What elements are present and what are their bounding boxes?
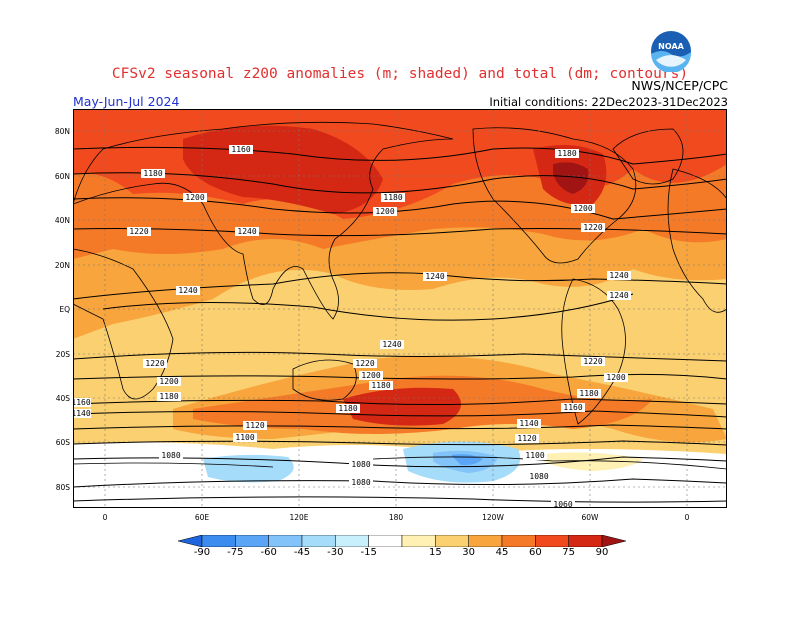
colorbar-tick-label: 75: [562, 547, 576, 558]
colorbar-segment: [335, 535, 369, 547]
lat-label: 40S: [55, 394, 70, 403]
lon-label: 120W: [482, 513, 504, 522]
contour-label: 1240: [425, 272, 444, 281]
colorbar-segment: [568, 535, 603, 547]
contour-label: 1200: [606, 373, 625, 382]
chart-title: CFSv2 seasonal z200 anomalies (m; shaded…: [111, 66, 689, 82]
lat-label: EQ: [59, 305, 70, 314]
contour-label: 1060: [553, 500, 572, 508]
colorbar-segment: [301, 535, 336, 547]
svg-text:NOAA: NOAA: [658, 42, 684, 51]
shade-maroon-canada: [553, 162, 589, 194]
contour-label: 1220: [129, 227, 148, 236]
lat-label: 20N: [54, 261, 70, 270]
contour-label: 1080: [529, 472, 548, 481]
contour-label: 1240: [609, 291, 628, 300]
contour-label: 1220: [355, 359, 374, 368]
colorbar-tick-label: -30: [327, 547, 344, 558]
contour-label: 1180: [557, 149, 576, 158]
lon-label: 0: [102, 513, 108, 522]
contour-label: 1200: [375, 207, 394, 216]
colorbar-tick-label: -60: [260, 547, 277, 558]
shade-yellow-tip: [543, 452, 643, 471]
contour-label: 1080: [351, 478, 370, 487]
colorbar-segment: [235, 535, 269, 547]
colorbar-segment: [368, 535, 403, 547]
colorbar-segment: [501, 535, 536, 547]
contour-label: 1140: [73, 409, 91, 418]
colorbar-segment: [268, 535, 303, 547]
colorbar-tick-label: 90: [595, 547, 609, 558]
colorbar-segment: [468, 535, 503, 547]
colorbar-tick-label: -45: [293, 547, 311, 558]
colorbar-tick-label: 15: [428, 547, 442, 558]
lat-label: 20S: [55, 350, 70, 359]
lat-label: 40N: [54, 216, 70, 225]
colorbar-segment: [535, 535, 569, 547]
lat-label: 80N: [54, 127, 70, 136]
colorbar-max-triangle: [601, 535, 626, 547]
contour-label: 1180: [579, 389, 598, 398]
contour-label: 1100: [235, 433, 254, 442]
contour-label: 1240: [237, 227, 256, 236]
contour-label: 1080: [351, 460, 370, 469]
lon-label: 60W: [581, 513, 599, 522]
contour-label: 1120: [245, 421, 264, 430]
contour-label: 1080: [161, 451, 180, 460]
shade-lightblue-a: [203, 454, 294, 483]
colorbar: [178, 535, 626, 547]
colorbar-segment: [435, 535, 469, 547]
contour-label: 1160: [231, 145, 250, 154]
lon-label: 180: [388, 513, 404, 522]
agency-label: NWS/NCEP/CPC: [631, 78, 728, 93]
lon-label: 120E: [289, 513, 309, 522]
initial-conditions-label: Initial conditions: 22Dec2023-31Dec2023: [489, 95, 728, 109]
contour-label: 1180: [383, 193, 402, 202]
contour-labels: 1160 1180 1200 1220 1240 1180 1200 1180 …: [73, 145, 631, 508]
colorbar-tick-label: 60: [528, 547, 542, 558]
colorbar-tick-label: -90: [193, 547, 211, 558]
contour-label: 1220: [145, 359, 164, 368]
colorbar-segment: [201, 535, 236, 547]
lat-label: 60S: [55, 438, 70, 447]
lat-label: 80S: [55, 483, 70, 492]
contour-label: 1160: [563, 403, 582, 412]
contour-label: 1240: [382, 340, 401, 349]
colorbar-tick-label: 30: [462, 547, 476, 558]
contour-label: 1200: [573, 204, 592, 213]
noaa-logo: NOAA: [651, 31, 692, 72]
contour-label: 1240: [609, 271, 628, 280]
contour-label: 1180: [371, 381, 390, 390]
contour-label: 1240: [178, 286, 197, 295]
colorbar-segment: [401, 535, 436, 547]
contour-label: 1200: [185, 193, 204, 202]
colorbar-min-triangle: [178, 535, 203, 547]
anomaly-map: 1160 1180 1200 1220 1240 1180 1200 1180 …: [73, 109, 727, 508]
contour-label: 1180: [338, 404, 357, 413]
contour-label: 1160: [73, 398, 91, 407]
contour-label: 1120: [517, 434, 536, 443]
continent-outlines: [73, 121, 727, 470]
contour-label: 1180: [143, 169, 162, 178]
contour-label: 1200: [159, 377, 178, 386]
contour-label: 1140: [519, 419, 538, 428]
lon-label: 0: [684, 513, 690, 522]
contour-label: 1220: [583, 223, 602, 232]
lon-label: 60E: [194, 513, 210, 522]
colorbar-tick-label: -75: [227, 547, 244, 558]
map-frame: [73, 109, 727, 508]
contour-label: 1180: [159, 392, 178, 401]
season-label: May-Jun-Jul 2024: [73, 94, 180, 109]
contour-label: 1220: [583, 357, 602, 366]
colorbar-tick-label: -15: [360, 547, 377, 558]
colorbar-tick-label: 45: [495, 547, 509, 558]
lat-label: 60N: [54, 172, 70, 181]
contour-label: 1200: [361, 371, 380, 380]
contour-label: 1100: [525, 451, 544, 460]
